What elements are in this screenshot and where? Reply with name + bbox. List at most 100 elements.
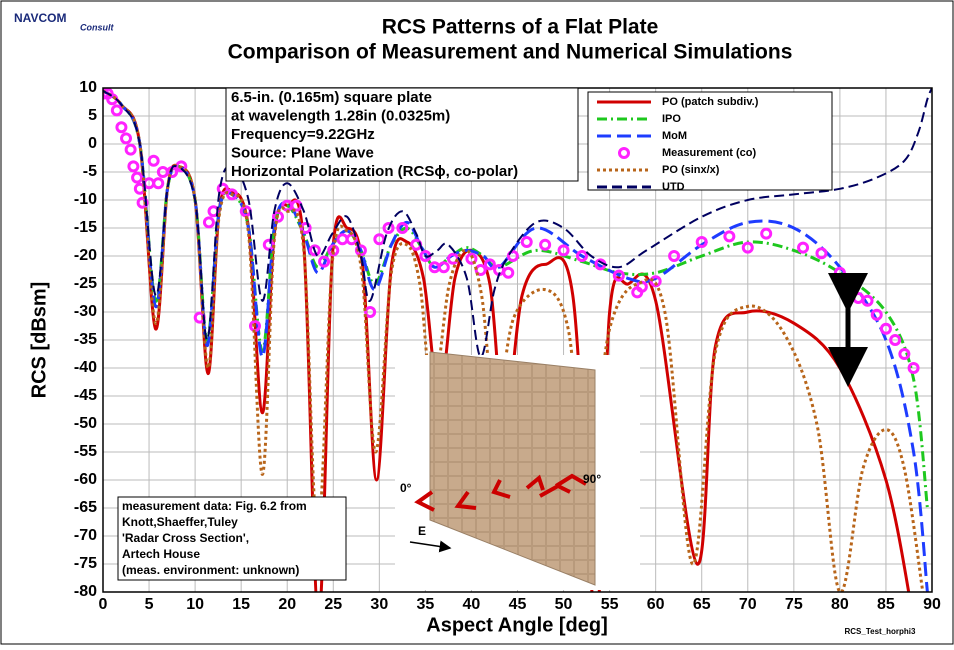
legend-label: UTD bbox=[662, 181, 685, 193]
measurement-point bbox=[760, 227, 773, 240]
note-box bbox=[117, 496, 347, 581]
x-tick-label: 75 bbox=[785, 596, 803, 613]
logo-sub: Consult bbox=[80, 22, 114, 32]
logo: NAVCOM bbox=[14, 11, 66, 25]
measurement-point bbox=[152, 177, 165, 190]
legend-label: PO (patch subdiv.) bbox=[662, 96, 759, 108]
y-axis-label: RCS [dBsm] bbox=[28, 282, 50, 399]
measurement-point bbox=[870, 308, 883, 321]
measurement-point bbox=[575, 250, 588, 262]
measurement-point bbox=[539, 238, 552, 251]
figure-id: RCS_Test_horphi3 bbox=[845, 627, 917, 636]
y-tick-label: -20 bbox=[74, 247, 97, 264]
note-line: 'Radar Cross Section', bbox=[122, 531, 249, 545]
y-tick-label: -30 bbox=[74, 303, 97, 320]
x-tick-label: 30 bbox=[370, 596, 388, 613]
y-tick-label: -75 bbox=[74, 555, 97, 572]
x-tick-label: 40 bbox=[463, 596, 481, 613]
measurement-point bbox=[216, 182, 229, 195]
y-tick-label: -50 bbox=[74, 415, 97, 432]
y-tick-label: -40 bbox=[74, 359, 97, 376]
overlay: 0° 90° E PO (patch subdiv.) IPO MoM Measure… bbox=[117, 87, 868, 590]
legend-label: Measurement (co) bbox=[662, 147, 756, 159]
measurement-point bbox=[272, 210, 285, 223]
measurement-point bbox=[907, 362, 920, 374]
x-tick-label: 35 bbox=[416, 596, 434, 613]
measurement-point bbox=[668, 250, 681, 262]
measurement-point bbox=[373, 233, 386, 246]
info-box bbox=[225, 87, 579, 182]
chart-subtitle: Comparison of Measurement and Numerical … bbox=[228, 41, 793, 64]
plate bbox=[429, 351, 596, 586]
measurement-point bbox=[437, 261, 450, 274]
measurement-point bbox=[612, 269, 625, 282]
note-line: Knott,Shaeffer,Tuley bbox=[122, 515, 238, 529]
measurement-point bbox=[175, 160, 188, 173]
y-tick-label: -15 bbox=[74, 219, 97, 236]
measurement-point bbox=[506, 250, 519, 262]
chart-title: RCS Patterns of a Flat Plate bbox=[382, 16, 659, 39]
measurement-point bbox=[115, 121, 128, 134]
legend-label: IPO bbox=[662, 113, 681, 125]
legend-label: MoM bbox=[662, 130, 687, 142]
measurement-point bbox=[483, 258, 496, 271]
y-tick-label: -10 bbox=[74, 191, 97, 208]
y-tick-label: -5 bbox=[83, 163, 97, 180]
info-line: Source: Plane Wave bbox=[231, 144, 374, 161]
measurement-point bbox=[110, 104, 123, 117]
legend-box bbox=[587, 91, 833, 191]
x-tick-label: 50 bbox=[555, 596, 573, 613]
measurement-point bbox=[147, 154, 160, 167]
x-tick-label: 80 bbox=[831, 596, 849, 613]
x-tick-label: 25 bbox=[324, 596, 342, 613]
info-line: Frequency=9.22GHz bbox=[231, 126, 375, 143]
y-tick-label: 0 bbox=[88, 135, 97, 152]
series-line bbox=[103, 89, 911, 592]
info-line: at wavelength 1.28in (0.0325m) bbox=[231, 107, 450, 124]
y-tick-label: -55 bbox=[74, 443, 97, 460]
note-line: Artech House bbox=[122, 547, 200, 561]
measurement-point bbox=[557, 244, 570, 257]
inset-label: 90° bbox=[583, 472, 601, 486]
x-tick-label: 65 bbox=[693, 596, 711, 613]
x-tick-label: 5 bbox=[145, 596, 154, 613]
info-line: Horizontal Polarization (RCSϕ, co-polar) bbox=[231, 163, 518, 180]
measurement-point bbox=[364, 306, 377, 318]
x-tick-label: 15 bbox=[232, 596, 250, 613]
y-tick-label: 5 bbox=[88, 107, 97, 124]
y-tick-label: -60 bbox=[74, 471, 97, 488]
x-tick-label: 10 bbox=[186, 596, 204, 613]
legend-label: PO (sinx/x) bbox=[662, 164, 720, 176]
x-tick-label: 0 bbox=[99, 596, 108, 613]
measurement-point bbox=[136, 196, 149, 209]
inset-image bbox=[395, 351, 640, 590]
measurement-point bbox=[797, 241, 810, 254]
e-arrow bbox=[409, 540, 452, 553]
legend-swatch bbox=[618, 147, 630, 159]
x-tick-label: 70 bbox=[739, 596, 757, 613]
measurement-point bbox=[889, 334, 902, 346]
measurement-point bbox=[382, 222, 395, 234]
measurement-point bbox=[202, 216, 215, 229]
measurement-point bbox=[318, 255, 331, 268]
measurement-point bbox=[815, 247, 828, 260]
measurement-point bbox=[308, 244, 321, 257]
x-tick-label: 90 bbox=[923, 596, 941, 613]
measurement-point bbox=[898, 348, 911, 360]
info-line: 6.5-in. (0.165m) square plate bbox=[231, 89, 432, 106]
series-line bbox=[103, 89, 925, 592]
x-tick-label: 20 bbox=[278, 596, 296, 613]
x-axis-label: Aspect Angle [deg] bbox=[426, 614, 608, 636]
x-tick-label: 45 bbox=[509, 596, 527, 613]
y-tick-label: -80 bbox=[74, 583, 97, 600]
measurement-point bbox=[131, 171, 144, 184]
inset-label: E bbox=[418, 524, 426, 538]
x-tick-label: 60 bbox=[647, 596, 665, 613]
y-tick-label: -35 bbox=[74, 331, 97, 348]
measurement-point bbox=[465, 252, 478, 265]
plot-lines bbox=[103, 88, 932, 592]
measurement-point bbox=[124, 143, 137, 156]
measurement-point bbox=[695, 236, 708, 248]
y-tick-label: -65 bbox=[74, 499, 97, 516]
